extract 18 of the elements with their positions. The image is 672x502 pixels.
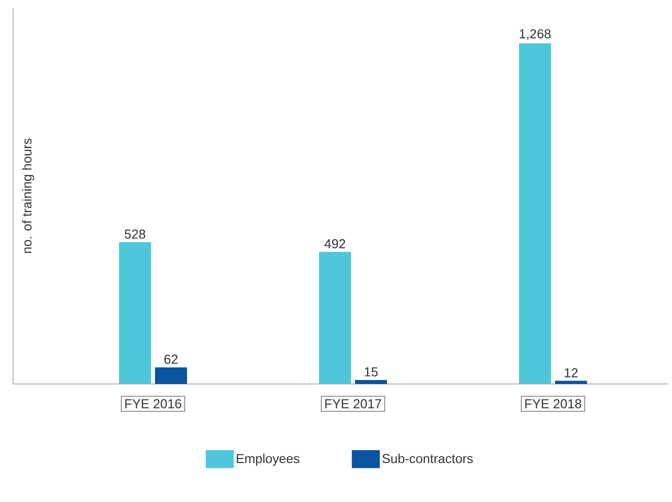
- bar: [355, 380, 388, 384]
- x-tick-label: FYE 2017: [325, 399, 382, 408]
- x-tick-label: FYE 2016: [125, 399, 182, 408]
- legend-label: Employees: [236, 454, 300, 466]
- y-axis-title: no. of training hours: [22, 138, 34, 253]
- x-tick-label: FYE 2018: [525, 399, 582, 408]
- bar: [319, 252, 352, 384]
- bar: [155, 367, 188, 384]
- bar: [519, 43, 552, 384]
- bar: [119, 242, 152, 384]
- data-label: 1,268: [520, 29, 551, 40]
- data-label: 492: [324, 239, 346, 248]
- bar: [555, 380, 588, 384]
- data-label: 15: [364, 367, 378, 376]
- legend-label: Sub-contractors: [382, 454, 473, 464]
- data-label: 62: [164, 354, 178, 364]
- data-label: 12: [564, 368, 578, 378]
- data-label: 528: [124, 229, 146, 239]
